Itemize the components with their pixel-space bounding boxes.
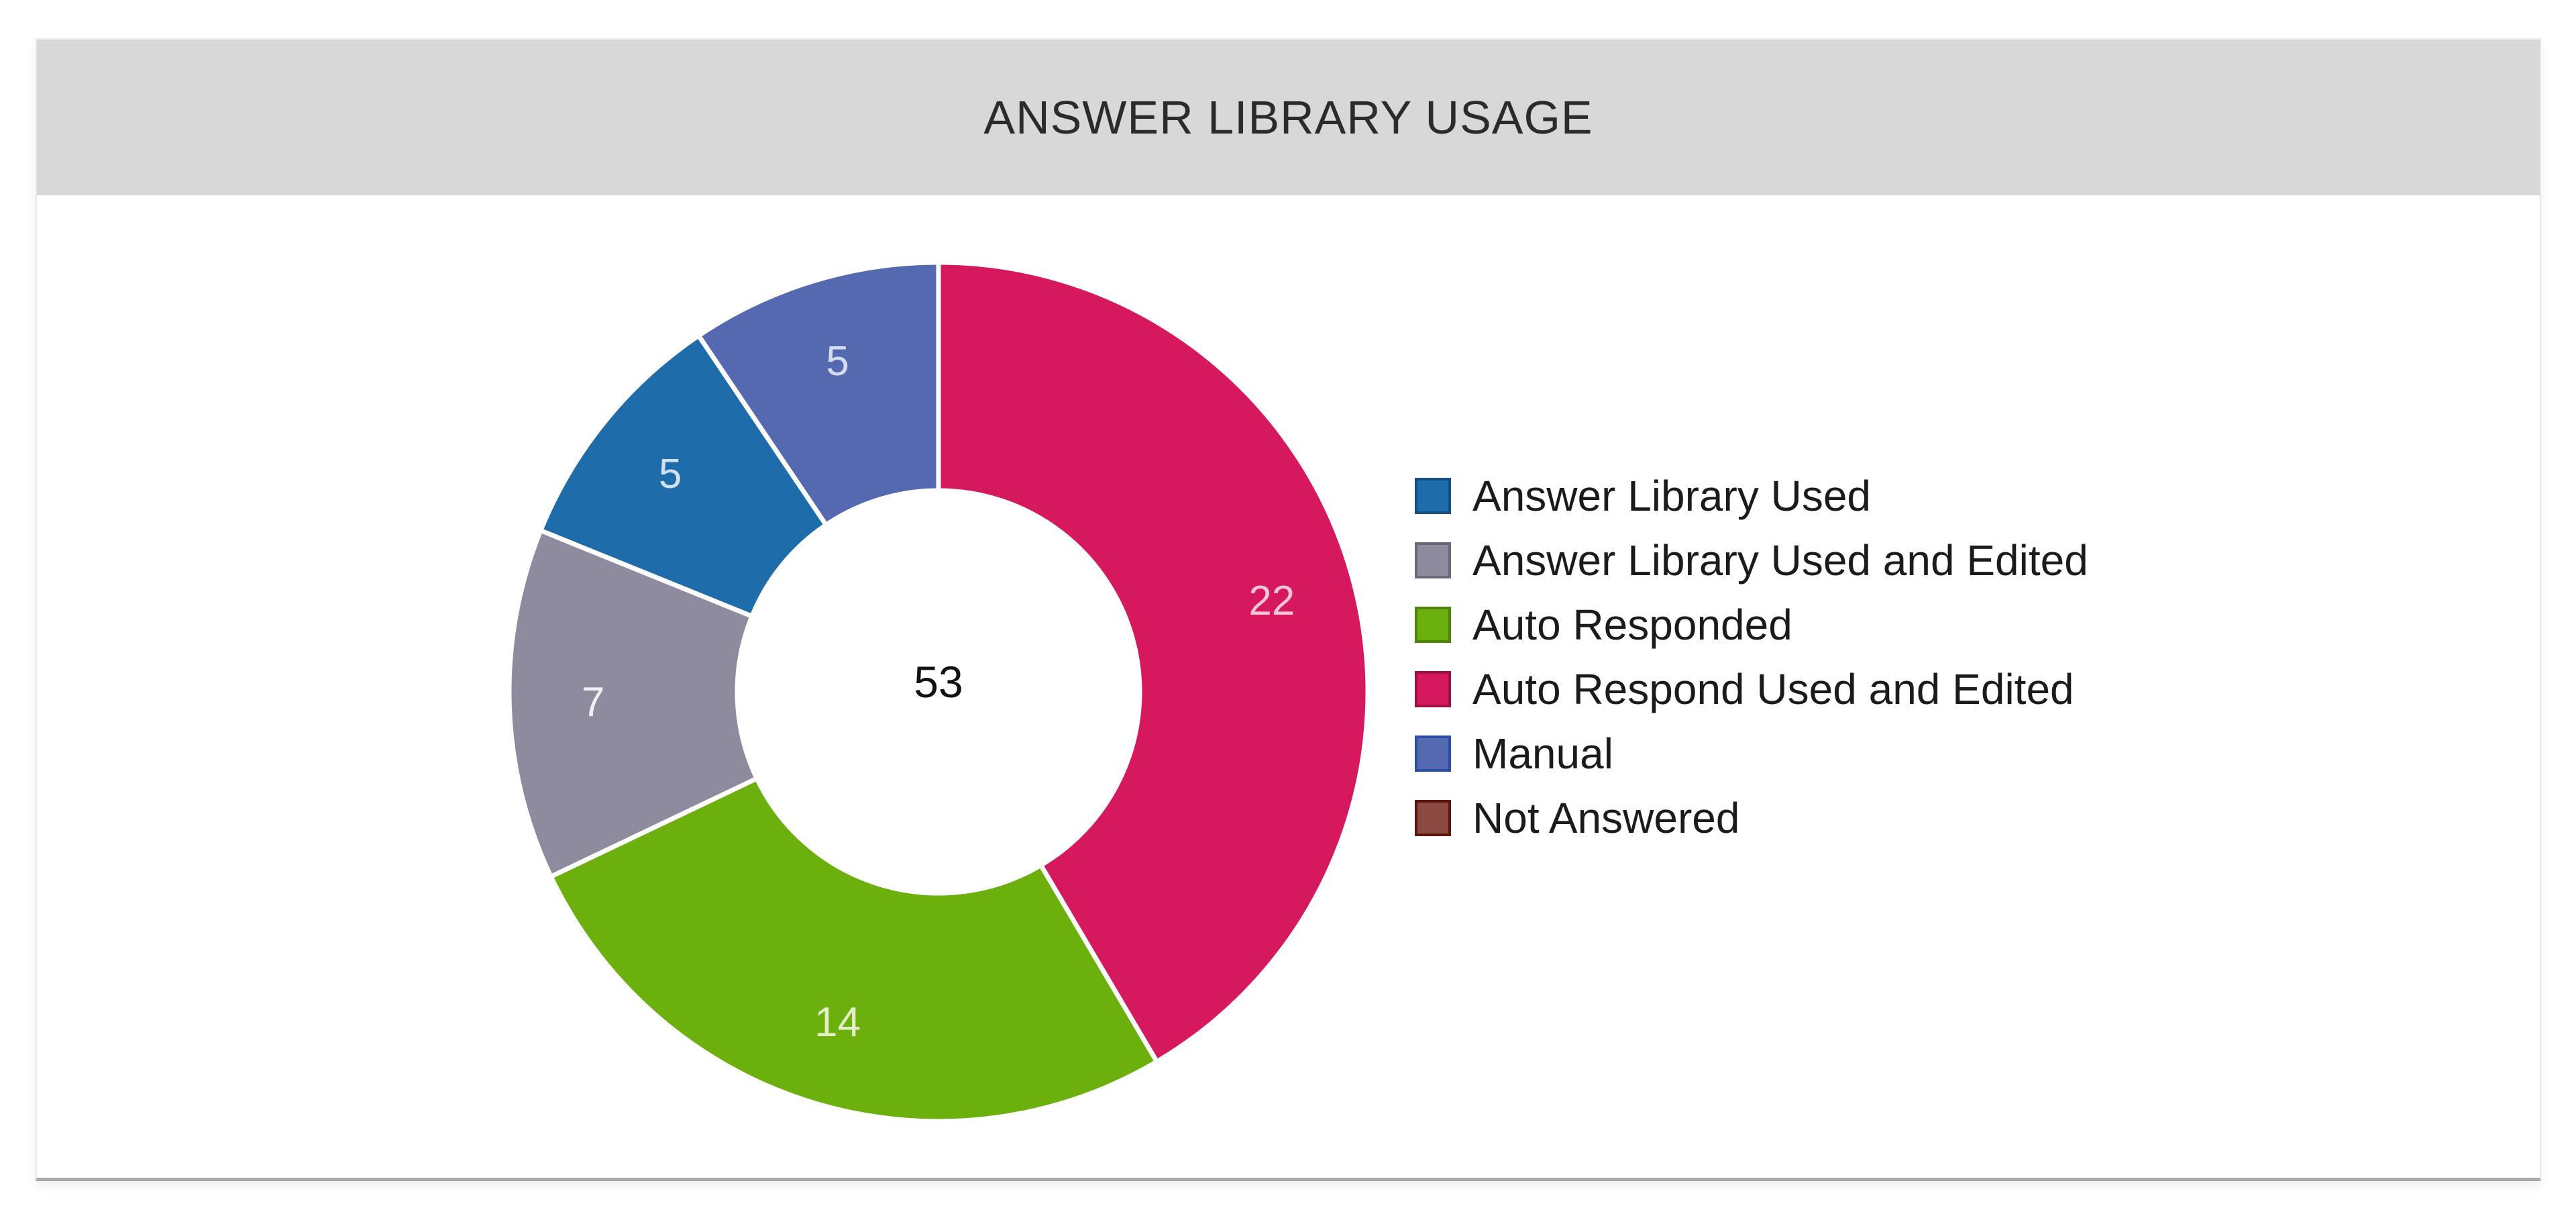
donut-slice-auto-respond-used-and-edited[interactable] xyxy=(936,260,1371,1064)
legend-item-answer-library-used[interactable]: Answer Library Used xyxy=(1415,472,2088,520)
donut-slice-answer-library-used-and-edited[interactable] xyxy=(506,527,759,879)
chart-title: ANSWER LIBRARY USAGE xyxy=(983,91,1593,144)
legend-swatch xyxy=(1415,478,1451,514)
legend-item-manual[interactable]: Manual xyxy=(1415,729,2088,778)
legend-swatch xyxy=(1415,607,1451,643)
legend-item-not-answered[interactable]: Not Answered xyxy=(1415,794,2088,842)
legend-label: Auto Respond Used and Edited xyxy=(1472,665,2074,713)
legend-item-auto-responded[interactable]: Auto Responded xyxy=(1415,601,2088,649)
slice-data-label: 14 xyxy=(814,999,861,1046)
chart-card-body: 22 14 7 5 5 53 Answer Library Used Answer Libr… xyxy=(37,195,2540,1178)
legend-label: Not Answered xyxy=(1472,794,1740,842)
slice-data-label: 7 xyxy=(582,679,604,725)
donut-slice-auto-responded[interactable] xyxy=(548,776,1159,1124)
legend-label: Manual xyxy=(1472,729,1613,778)
slice-data-label: 5 xyxy=(826,338,849,385)
legend-swatch xyxy=(1415,542,1451,578)
legend-swatch xyxy=(1415,735,1451,772)
slice-data-label: 22 xyxy=(1248,578,1295,624)
chart-card: ANSWER LIBRARY USAGE 22 14 7 5 5 53 Answer Li… xyxy=(36,38,2541,1181)
donut-chart: 22 14 7 5 5 53 xyxy=(506,260,1371,1124)
donut-slice-manual[interactable] xyxy=(696,260,941,527)
legend-label: Answer Library Used xyxy=(1472,472,1871,520)
slice-data-label: 5 xyxy=(659,451,682,497)
legend-swatch xyxy=(1415,800,1451,836)
legend-item-auto-respond-used-and-edited[interactable]: Auto Respond Used and Edited xyxy=(1415,665,2088,713)
legend-label: Auto Responded xyxy=(1472,601,1792,649)
legend-label: Answer Library Used and Edited xyxy=(1472,536,2088,585)
legend-swatch xyxy=(1415,671,1451,707)
donut-center-total: 53 xyxy=(914,657,963,707)
legend-item-answer-library-used-and-edited[interactable]: Answer Library Used and Edited xyxy=(1415,536,2088,585)
chart-card-header: ANSWER LIBRARY USAGE xyxy=(37,40,2540,195)
donut-slice-answer-library-used[interactable] xyxy=(538,333,828,619)
chart-legend: Answer Library Used Answer Library Used a… xyxy=(1415,472,2088,864)
